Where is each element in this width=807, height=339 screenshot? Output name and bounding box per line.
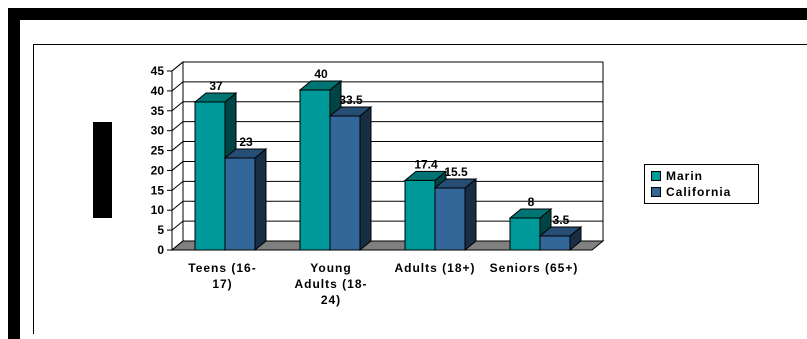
data-label: 8 — [528, 195, 535, 209]
category-label-seniors: Seniors (65+) — [482, 260, 586, 276]
data-label: 17.4 — [414, 157, 438, 171]
bar — [434, 187, 466, 251]
bar-side — [359, 105, 372, 252]
bar — [329, 115, 361, 251]
black-bar-decoration — [93, 122, 112, 218]
category-label-line: Teens (16- — [188, 261, 257, 275]
chart-side-wall — [171, 60, 184, 252]
y-tick-label: 45 — [151, 64, 165, 78]
gridline-side — [171, 101, 184, 112]
bar — [194, 101, 226, 251]
y-tick-label: 25 — [151, 144, 165, 158]
category-label-line: 17) — [212, 277, 233, 291]
legend-item-california: California — [651, 184, 758, 200]
y-tick-label: 15 — [151, 183, 165, 197]
data-label: 15.5 — [444, 165, 468, 179]
gridline-side — [171, 180, 184, 191]
y-tick-label: 35 — [151, 104, 165, 118]
category-label-line: 24) — [320, 293, 342, 307]
bar — [539, 235, 571, 251]
y-tick-label: 20 — [151, 163, 165, 177]
category-label-line: Adults (18+) — [394, 261, 476, 275]
gridline-side — [171, 200, 184, 211]
gridline-side — [171, 220, 184, 231]
gridline-side — [171, 81, 184, 92]
bar — [509, 217, 541, 251]
gridline-side — [171, 141, 184, 151]
bar — [404, 179, 436, 251]
y-tick-label: 0 — [157, 243, 164, 257]
gridline-side — [171, 121, 184, 132]
category-label-line: Adults (18- — [294, 277, 368, 291]
legend-label-california: California — [666, 185, 732, 199]
category-label-line: Seniors (65+) — [489, 261, 579, 275]
chart-area-border — [33, 44, 807, 334]
category-label-line: Young — [310, 261, 352, 275]
gridline-side — [171, 161, 184, 171]
bar-side — [254, 147, 267, 252]
legend-swatch-marin — [651, 171, 661, 181]
y-tick-label: 40 — [151, 84, 165, 98]
data-label: 3.5 — [553, 213, 570, 227]
legend-item-marin: Marin — [651, 168, 758, 184]
chart-legend: Marin California — [644, 164, 759, 204]
y-tick-label: 10 — [151, 203, 165, 217]
data-label: 37 — [209, 79, 223, 93]
bar-side — [464, 177, 477, 252]
bar — [299, 89, 331, 251]
category-label-adults: Adults (18+) — [385, 260, 485, 276]
legend-swatch-california — [651, 187, 661, 197]
bar — [224, 157, 256, 251]
y-tick-label: 30 — [151, 124, 165, 138]
y-tick-label: 5 — [157, 223, 164, 237]
category-label-young-adults: Young Adults (18- 24) — [278, 260, 384, 308]
data-label: 40 — [314, 67, 328, 81]
gridline-side — [171, 61, 184, 72]
category-label-teens: Teens (16- 17) — [170, 260, 275, 292]
data-label: 23 — [239, 135, 253, 149]
legend-label-marin: Marin — [666, 169, 704, 183]
data-label: 33.5 — [339, 93, 363, 107]
